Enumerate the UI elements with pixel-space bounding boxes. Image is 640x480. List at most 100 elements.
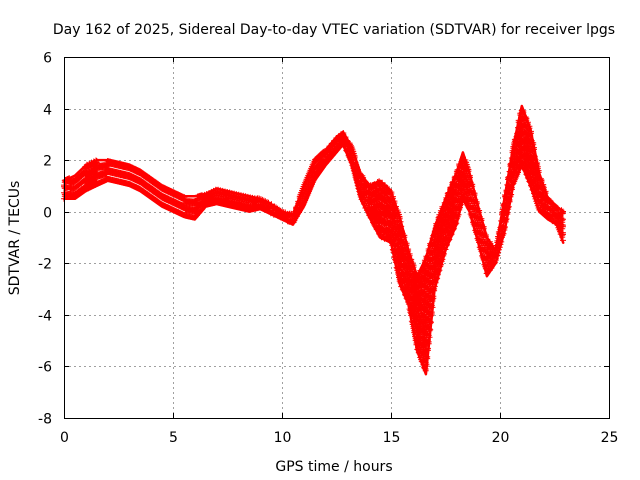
data-point	[487, 240, 494, 247]
data-point	[534, 160, 541, 166]
data-point	[342, 134, 349, 141]
data-point	[408, 256, 415, 263]
data-point	[504, 209, 511, 216]
data-point	[538, 177, 545, 184]
data-point	[427, 318, 434, 325]
data-point	[491, 260, 498, 267]
data-point	[446, 236, 453, 243]
plot-frame	[64, 57, 610, 419]
data-point	[559, 217, 566, 224]
data-point	[502, 224, 508, 230]
data-point	[505, 203, 512, 210]
data-point	[388, 189, 395, 196]
data-point	[448, 231, 455, 238]
data-point	[478, 215, 485, 222]
data-point	[560, 208, 566, 215]
data-point	[457, 202, 463, 209]
data-point	[450, 225, 457, 232]
data-point	[405, 246, 412, 253]
data-point	[488, 265, 495, 272]
y-tick-label: -2	[38, 257, 52, 273]
data-point	[427, 326, 434, 333]
data-point	[535, 167, 542, 174]
data-point	[515, 169, 521, 176]
data-point	[391, 198, 398, 205]
data-point	[340, 130, 347, 136]
data-point	[560, 222, 566, 229]
data-point	[429, 304, 436, 311]
data-point	[360, 174, 367, 181]
data-point	[528, 136, 534, 143]
data-point	[347, 142, 354, 149]
data-point	[540, 181, 547, 188]
y-tick-label: 4	[43, 103, 52, 119]
y-tick-label: -4	[38, 309, 52, 325]
data-point	[199, 206, 206, 213]
x-tick-label: 15	[383, 430, 401, 446]
data-point	[534, 163, 541, 170]
x-axis-label: GPS time / hours	[275, 459, 392, 475]
data-point	[441, 250, 447, 257]
data-point	[560, 229, 566, 236]
data-point	[455, 211, 462, 218]
data-point	[431, 283, 438, 290]
data-point	[398, 223, 405, 230]
data-point	[436, 267, 443, 274]
data-point	[392, 203, 399, 210]
data-point	[508, 191, 515, 198]
data-point	[542, 188, 549, 195]
data-point	[531, 153, 538, 160]
data-point	[532, 156, 539, 163]
y-tick-label: 0	[43, 206, 52, 222]
data-point	[396, 213, 403, 220]
data-point	[554, 205, 561, 212]
data-point	[397, 218, 404, 225]
data-point	[423, 354, 430, 361]
data-point	[402, 243, 409, 249]
data-point	[498, 238, 505, 245]
data-point	[444, 241, 450, 248]
data-point	[519, 108, 526, 115]
data-point	[537, 175, 544, 182]
data-point	[483, 270, 490, 277]
data-point	[93, 158, 100, 164]
data-point	[428, 309, 435, 316]
data-point	[465, 166, 472, 173]
x-tick-label: 10	[274, 430, 292, 446]
data-point	[500, 230, 507, 237]
data-point	[423, 361, 430, 368]
data-point	[524, 119, 531, 126]
data-point	[560, 216, 566, 223]
data-point	[410, 262, 417, 269]
data-point	[523, 115, 530, 122]
data-point	[520, 107, 527, 114]
data-point	[495, 249, 502, 256]
data-point	[430, 293, 437, 300]
grid	[64, 57, 609, 418]
data-point	[422, 366, 429, 372]
data-point	[442, 246, 449, 253]
data-point	[379, 179, 386, 186]
data-point	[559, 232, 566, 239]
data-point	[406, 250, 413, 257]
x-tick-label: 0	[60, 430, 69, 446]
data-point	[424, 353, 431, 360]
data-point	[506, 197, 513, 203]
data-point	[528, 128, 534, 135]
data-point	[496, 244, 503, 251]
data-point	[351, 153, 358, 159]
data-point	[547, 198, 554, 205]
data-point	[540, 184, 547, 191]
data-point	[501, 225, 508, 232]
data-point	[401, 232, 408, 239]
data-point	[522, 114, 529, 120]
data-point	[530, 139, 537, 146]
data-point	[434, 275, 441, 282]
data-point	[428, 319, 434, 326]
data-point	[389, 193, 396, 200]
data-point	[181, 194, 188, 201]
data-point	[457, 199, 464, 206]
data-point	[526, 123, 533, 130]
y-tick-label: 6	[43, 51, 52, 67]
data-point	[439, 256, 446, 263]
